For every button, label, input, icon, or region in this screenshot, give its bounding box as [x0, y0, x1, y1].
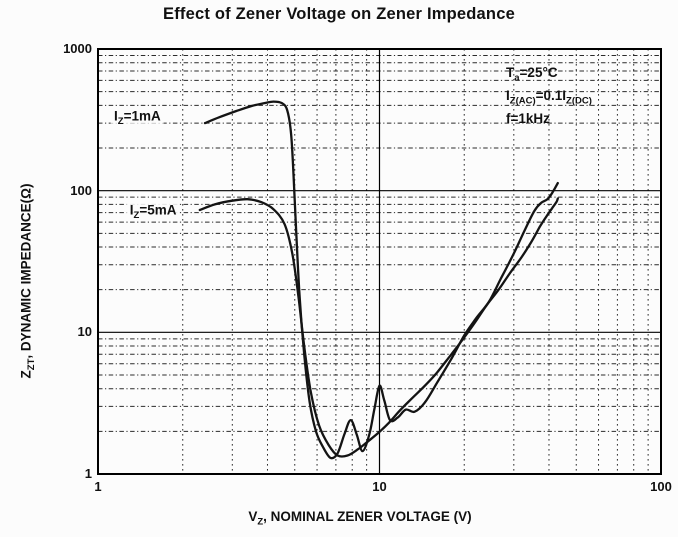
plot-border — [97, 48, 662, 475]
y-tick-label: 100 — [70, 182, 92, 198]
condition-frequency: f=1kHz — [506, 111, 550, 126]
x-axis-title: VZ, NOMINAL ZENER VOLTAGE (V) — [248, 509, 472, 528]
curve-5ma — [198, 197, 559, 458]
chart-title: Effect of Zener Voltage on Zener Impedan… — [163, 5, 515, 23]
curve-1ma — [203, 100, 559, 460]
condition-temperature: Ta=25°C — [506, 65, 558, 84]
y-tick-label: 1000 — [63, 41, 92, 56]
condition-ac-current: IZ(AC)=0.1IZ(DC) — [506, 88, 592, 107]
y-tick-label: 10 — [77, 324, 92, 340]
test-conditions: Ta=25°C IZ(AC)=0.1IZ(DC) f=1kHz — [506, 61, 592, 130]
x-tick-label: 100 — [650, 479, 672, 494]
x-tick-label: 10 — [372, 479, 387, 494]
x-tick-label: 1 — [94, 479, 102, 494]
curve-label-5ma: IZ=5mA — [126, 202, 180, 220]
curve-label-1ma: IZ=1mA — [111, 108, 164, 127]
y-axis-title: ZZT, DYNAMIC IMPEDANCE(Ω) — [18, 183, 38, 379]
y-tick-label: 1 — [84, 466, 92, 481]
